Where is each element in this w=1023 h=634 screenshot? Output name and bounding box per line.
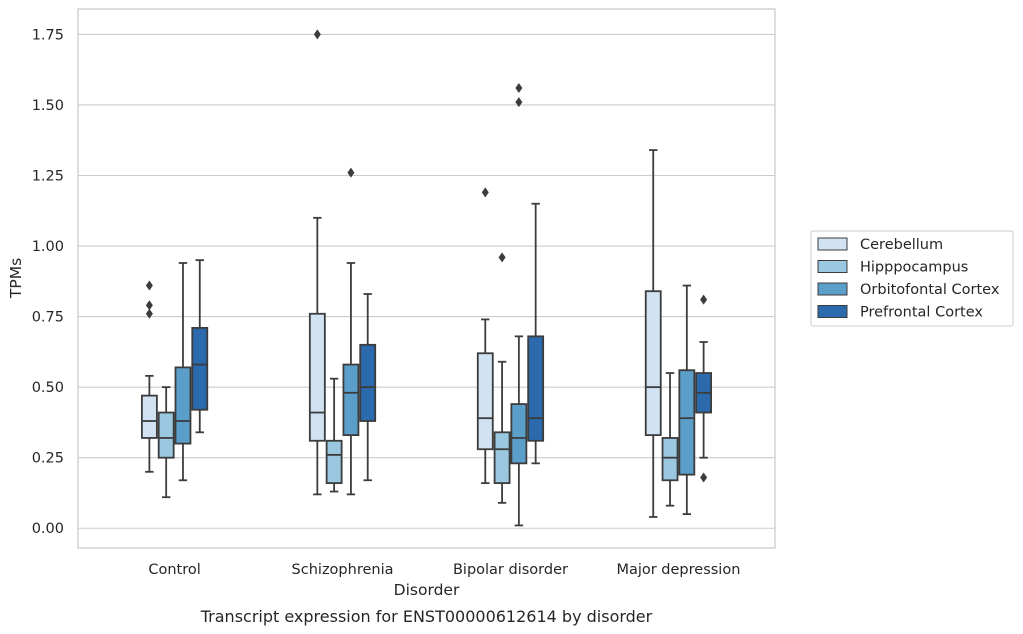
y-tick-labels: 0.00 0.25 0.50 0.75 1.00 1.25 1.50 1.75 bbox=[32, 27, 64, 537]
legend-swatch bbox=[817, 282, 848, 296]
box bbox=[476, 352, 494, 451]
box-plot bbox=[359, 293, 377, 482]
x-tick-label: Major depression bbox=[616, 562, 740, 578]
legend-frame bbox=[810, 230, 1014, 327]
legend-swatch bbox=[817, 260, 848, 273]
box bbox=[661, 437, 679, 482]
legend-label: Prefrontal Cortex bbox=[860, 305, 983, 321]
box bbox=[174, 366, 192, 445]
box bbox=[678, 369, 696, 476]
legend-label: Orbitofontal Cortex bbox=[860, 282, 1000, 298]
chart-caption: Transcript expression for ENST0000061261… bbox=[200, 607, 653, 626]
x-tick-label: Control bbox=[148, 562, 200, 578]
y-tick-label: 0.25 bbox=[32, 451, 64, 467]
box-plot bbox=[661, 372, 679, 507]
legend-label: Cerebellum bbox=[860, 237, 943, 253]
outlier-point bbox=[145, 300, 153, 311]
outlier-point bbox=[700, 472, 708, 483]
box-plot bbox=[695, 294, 713, 483]
box-plot bbox=[308, 29, 326, 496]
y-tick-label: 0.00 bbox=[32, 521, 64, 537]
box-plot bbox=[493, 252, 511, 504]
box-plot bbox=[510, 83, 528, 527]
box bbox=[325, 439, 343, 484]
x-tick-label: Bipolar disorder bbox=[453, 562, 568, 578]
plot-frame bbox=[77, 8, 776, 549]
y-tick-label: 1.00 bbox=[32, 239, 64, 255]
box bbox=[493, 431, 511, 484]
outlier-point bbox=[145, 308, 153, 319]
box bbox=[342, 363, 360, 437]
x-tick-label: Schizophrenia bbox=[292, 562, 394, 578]
box bbox=[527, 335, 545, 442]
x-axis-label: Disorder bbox=[394, 581, 460, 599]
y-tick-label: 1.25 bbox=[32, 168, 64, 184]
boxes bbox=[140, 29, 713, 527]
outlier-point bbox=[145, 280, 153, 291]
box-plot bbox=[191, 259, 209, 434]
box bbox=[510, 403, 528, 465]
box-plot bbox=[644, 149, 662, 518]
box bbox=[140, 394, 158, 439]
outlier-point bbox=[498, 252, 506, 263]
outlier-point bbox=[515, 97, 523, 108]
box bbox=[644, 290, 662, 437]
legend-label: Hipppocampus bbox=[860, 260, 968, 276]
box-plot bbox=[157, 386, 175, 499]
outlier-point bbox=[515, 83, 523, 94]
legend-swatch bbox=[817, 305, 848, 318]
box-plot bbox=[527, 202, 545, 465]
box bbox=[359, 343, 377, 422]
box bbox=[308, 312, 326, 442]
x-tick-labels: Control Schizophrenia Bipolar disorder Majo… bbox=[148, 562, 740, 578]
y-tick-label: 0.75 bbox=[32, 310, 64, 326]
outlier-point bbox=[313, 29, 321, 40]
box-plot bbox=[140, 280, 158, 473]
y-axis-label: TPMs bbox=[7, 258, 25, 299]
y-tick-label: 1.75 bbox=[32, 27, 64, 43]
box-plot bbox=[476, 187, 494, 484]
box-plot bbox=[342, 167, 360, 496]
legend-swatch bbox=[817, 237, 848, 251]
y-tick-label: 0.50 bbox=[32, 380, 64, 396]
box bbox=[157, 411, 175, 459]
legend: Cerebellum Hipppocampus Orbitofontal Corte… bbox=[810, 230, 1014, 327]
outlier-point bbox=[481, 187, 489, 198]
box bbox=[191, 326, 209, 411]
outlier-point bbox=[347, 167, 355, 178]
box-plot bbox=[678, 284, 696, 516]
box-plot bbox=[325, 377, 343, 493]
outlier-point bbox=[700, 294, 708, 305]
y-tick-label: 1.50 bbox=[32, 98, 64, 114]
box-plot bbox=[174, 262, 192, 482]
